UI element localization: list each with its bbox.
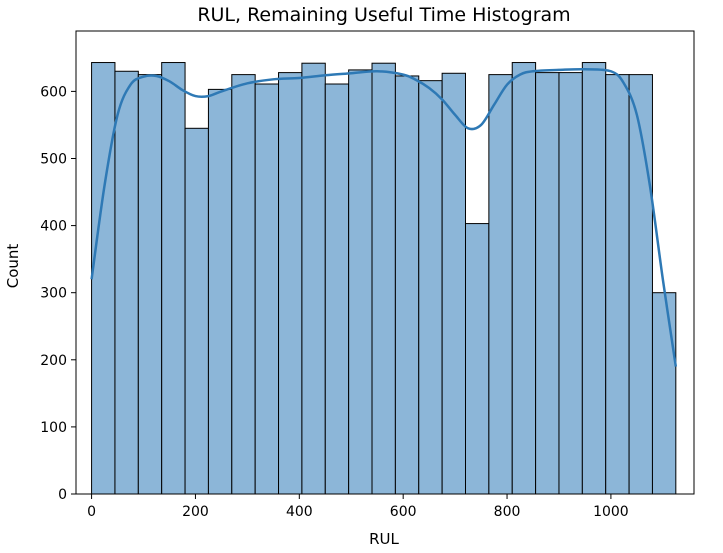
y-tick-label: 200 [40, 353, 67, 369]
histogram-bar [371, 62, 396, 495]
histogram-bar [231, 74, 256, 495]
histogram-bar [581, 62, 607, 495]
histogram-bar [137, 74, 163, 495]
chart-title: RUL, Remaining Useful Time Histogram [197, 4, 570, 26]
histogram-bar [348, 69, 373, 495]
x-tick-label: 400 [286, 504, 313, 520]
histogram-bar [605, 74, 630, 495]
x-tick-label: 200 [182, 504, 209, 520]
histogram-bar [161, 62, 186, 495]
histogram-bar [488, 74, 513, 495]
histogram-bar [254, 83, 280, 495]
x-tick-label: 800 [494, 504, 521, 520]
y-axis-ticks: 0 100 200 300 400 500 600 [40, 84, 76, 503]
plot-frame [75, 30, 695, 495]
histogram-bar [394, 75, 420, 495]
x-tick-label: 600 [390, 504, 417, 520]
y-tick-label: 0 [58, 487, 67, 503]
kde-curve [90, 67, 678, 367]
y-tick-label: 400 [40, 219, 67, 235]
x-tick-label: 1000 [593, 504, 629, 520]
histogram-bar [114, 70, 139, 495]
x-axis-label: RUL [369, 530, 399, 548]
histogram-bar [301, 62, 326, 495]
histogram-bar [207, 88, 233, 495]
y-tick-label: 300 [40, 286, 67, 302]
histogram-bar [278, 72, 303, 495]
histogram-bars [91, 62, 677, 495]
y-axis-label: Count [4, 244, 22, 289]
histogram-bar [324, 83, 350, 495]
histogram-bar [535, 72, 560, 495]
x-axis-ticks: 0 200 400 600 800 1000 [87, 494, 629, 520]
y-tick-label: 600 [40, 84, 67, 100]
histogram-bar [441, 72, 466, 495]
histogram-bar [511, 62, 537, 495]
y-tick-label: 100 [40, 420, 67, 436]
histogram-bar [558, 72, 583, 495]
histogram-bar [91, 62, 116, 495]
x-tick-label: 0 [87, 504, 96, 520]
histogram-bar [651, 292, 677, 495]
y-tick-label: 500 [40, 151, 67, 167]
histogram-bar [464, 223, 490, 495]
histogram-bar [418, 80, 443, 495]
histogram-bar [184, 127, 209, 495]
